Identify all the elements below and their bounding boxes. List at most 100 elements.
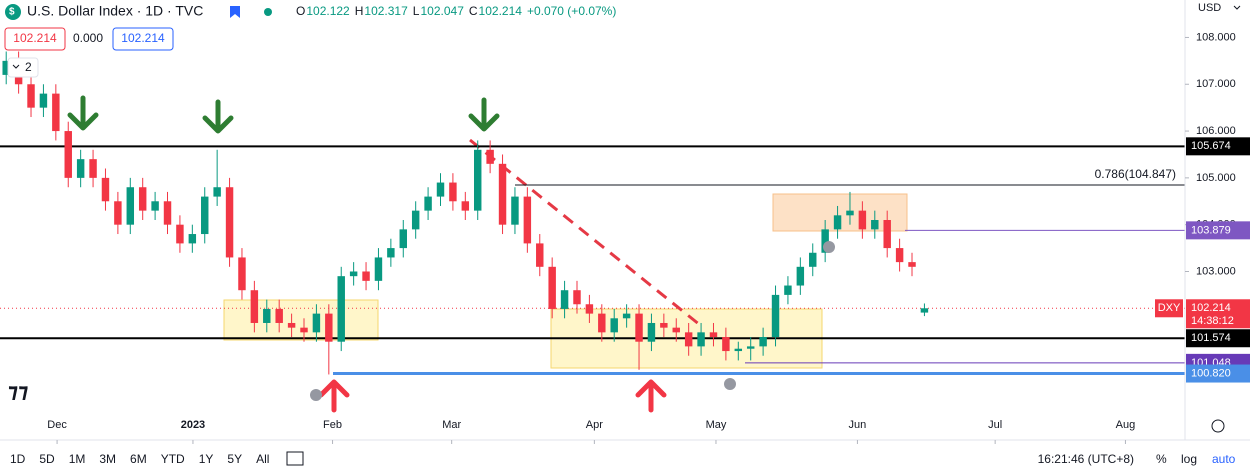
candle-body <box>498 163 507 225</box>
alert-icon[interactable] <box>724 378 736 390</box>
spread: 0.000 <box>73 31 103 45</box>
chart-title[interactable]: U.S. Dollar Index · 1D · TVC <box>27 3 203 19</box>
candle-body <box>746 346 755 349</box>
sell-price[interactable]: 102.214 <box>13 31 57 45</box>
range-button[interactable]: YTD <box>161 452 185 466</box>
range-button[interactable]: 6M <box>130 452 147 466</box>
flag-icon[interactable] <box>230 6 240 18</box>
candle-body <box>64 131 72 178</box>
range-button[interactable]: 5Y <box>227 452 242 466</box>
range-button[interactable]: 3M <box>99 452 116 466</box>
scale-button[interactable]: auto <box>1212 452 1236 466</box>
y-tick-label: 108.000 <box>1196 31 1236 43</box>
candle-body <box>89 159 97 178</box>
candle-body <box>349 271 358 277</box>
candle-body <box>821 229 829 253</box>
candle-body <box>548 266 556 309</box>
candle-body <box>374 257 383 281</box>
candle-body <box>362 271 370 281</box>
tv-logo: ⁊⁊ <box>8 380 29 402</box>
x-tick-label: May <box>706 419 727 431</box>
candle-body <box>709 332 718 338</box>
candle-body <box>635 313 643 342</box>
candle-body <box>871 220 879 230</box>
range-button[interactable]: All <box>256 452 269 466</box>
scale-button[interactable]: % <box>1156 452 1167 466</box>
candle-body <box>511 196 519 225</box>
candle-body <box>436 182 445 197</box>
down-arrow <box>202 99 234 134</box>
down-arrow <box>67 95 99 131</box>
ohlc-key: H <box>355 4 364 18</box>
ohlc-key: O <box>296 4 305 18</box>
buy-box[interactable] <box>112 27 174 51</box>
candle-body <box>920 308 929 313</box>
x-tick-label: 2023 <box>181 419 205 431</box>
y-tick-label: 107.000 <box>1196 78 1236 90</box>
x-tick-label: Jul <box>988 419 1002 431</box>
buy-price[interactable]: 102.214 <box>121 31 165 45</box>
alert-icon[interactable] <box>823 241 835 253</box>
candle-body <box>163 201 172 225</box>
candle-body <box>151 201 159 211</box>
range-button[interactable]: 1D <box>10 452 26 466</box>
candle-body <box>734 348 743 352</box>
candle-body <box>672 327 680 333</box>
candle-body <box>325 313 333 342</box>
down-arrow <box>468 97 500 132</box>
chevron <box>1233 5 1241 10</box>
collapse-button[interactable] <box>7 57 39 78</box>
ohlc-value: 102.317 <box>364 4 408 18</box>
candle-body <box>622 313 631 319</box>
x-tick-label: Feb <box>323 419 342 431</box>
level-label: 100.820 <box>1191 367 1231 379</box>
calendar-icon[interactable] <box>286 451 304 466</box>
collapse-count[interactable]: 2 <box>25 60 32 74</box>
y-tick-label: 105.000 <box>1196 172 1236 184</box>
settings-icon[interactable] <box>1211 419 1225 433</box>
candle-body <box>895 248 904 263</box>
symbol-box <box>1155 299 1183 318</box>
y-tick-label: 103.000 <box>1196 265 1236 277</box>
candle-body <box>647 322 656 342</box>
candle-body <box>560 290 569 309</box>
candle-body <box>39 93 48 108</box>
currency[interactable]: USD <box>1198 2 1221 14</box>
candle-body <box>598 313 606 333</box>
bottom-toolbar: 1D 5D 1M 3M 6M YTD 1Y 5Y All 16:21:46 (UTC+8)% log… <box>10 451 1236 466</box>
arrows <box>67 95 835 413</box>
range-button[interactable]: 1M <box>69 452 86 466</box>
range-button[interactable]: 1Y <box>199 452 214 466</box>
candle-body <box>573 290 581 305</box>
candle-body <box>263 308 271 323</box>
candle-body <box>2 60 10 75</box>
candle-body <box>536 243 544 267</box>
sell-box[interactable] <box>4 27 66 51</box>
candle-body <box>610 318 618 333</box>
up-arrow <box>635 379 667 413</box>
candle-body <box>312 313 321 333</box>
range-box <box>223 299 379 341</box>
change: +0.070 (+0.07%) <box>527 4 616 18</box>
candle-body <box>213 187 221 197</box>
candle-body <box>399 229 407 249</box>
candle-body <box>275 308 283 323</box>
symbol-icon-text: $ <box>9 7 15 18</box>
alert-icon[interactable] <box>310 389 322 401</box>
clock[interactable]: 16:21:46 (UTC+8) <box>1038 452 1134 466</box>
level-label-box <box>1186 137 1250 156</box>
candle-body <box>126 187 135 225</box>
range-button[interactable]: 5D <box>39 452 55 466</box>
x-tick-label: Mar <box>442 419 461 431</box>
candle-body <box>449 182 457 202</box>
fib-label: 0.786(104.847) <box>1095 167 1176 181</box>
trend-line <box>469 138 701 327</box>
ohlc-key: L <box>413 4 420 18</box>
candle-body <box>833 215 842 230</box>
candle-body <box>486 149 494 164</box>
x-tick-label: Jun <box>849 419 867 431</box>
price-axis: 108.000107.000106.000105.000104.000103.0… <box>1184 0 1250 440</box>
scale-button[interactable]: log <box>1181 452 1197 466</box>
candle-body <box>176 224 184 244</box>
ohlc-header: O 102.122 H 102.317 L 102.047 C 102.214 +0.070 (… <box>296 4 616 18</box>
